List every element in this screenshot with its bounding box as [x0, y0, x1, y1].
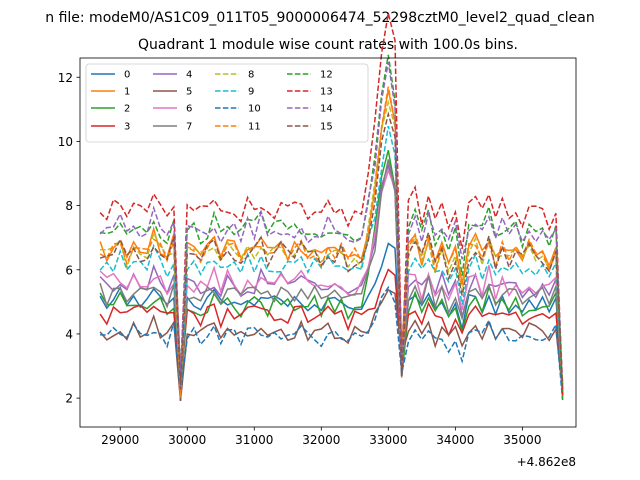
x-tick-label: 32000 [302, 433, 340, 447]
x-tick-label: 30000 [168, 433, 206, 447]
x-tick-label: 29000 [101, 433, 139, 447]
series-line-7 [99, 159, 564, 396]
series-line-9 [99, 125, 564, 399]
legend-box [85, 63, 369, 143]
series-line-13 [99, 13, 564, 395]
x-offset-label: +4.862e8 [517, 455, 576, 469]
legend-label-11: 11 [248, 122, 261, 133]
series-line-6 [99, 168, 564, 394]
x-tick-label: 33000 [369, 433, 407, 447]
legend-label-9: 9 [248, 87, 254, 98]
axes: 29000 30000 31000 32000 33000 34000 35000 2 4 6 8 1… [58, 57, 577, 447]
legend-label-13: 13 [320, 87, 333, 98]
x-tick-label: 34000 [436, 433, 474, 447]
series-line-4 [99, 162, 564, 397]
chart-title: Quadrant 1 module wise count rates with … [138, 37, 518, 53]
y-tick-label: 4 [65, 327, 73, 341]
series-line-14 [99, 62, 564, 385]
plot-area [99, 13, 564, 401]
legend-label-15: 15 [320, 122, 333, 133]
legend-label-3: 3 [124, 122, 130, 133]
y-tick-label: 8 [65, 199, 73, 213]
y-tick-label: 10 [58, 135, 73, 149]
series-line-15 [99, 111, 564, 390]
series-line-0 [99, 242, 564, 396]
axes-frame [79, 57, 577, 428]
legend-label-0: 0 [124, 70, 130, 81]
y-tick-label: 12 [58, 71, 73, 85]
series-lines [99, 13, 564, 401]
legend-label-8: 8 [248, 70, 254, 81]
legend-label-10: 10 [248, 104, 261, 115]
legend-label-7: 7 [186, 122, 192, 133]
legend-label-6: 6 [186, 104, 192, 115]
y-tick-label: 6 [65, 263, 73, 277]
x-tick-label: 35000 [503, 433, 541, 447]
legend-label-14: 14 [320, 104, 333, 115]
legend-label-4: 4 [186, 70, 192, 81]
legend-label-5: 5 [186, 87, 192, 98]
y-tick-label: 2 [65, 392, 73, 406]
legend-label-12: 12 [320, 70, 333, 81]
x-tick-label: 31000 [235, 433, 273, 447]
series-line-10 [100, 285, 564, 400]
series-line-3 [99, 268, 564, 383]
legend-label-2: 2 [124, 104, 130, 115]
legend-label-1: 1 [124, 87, 130, 98]
figure-suptitle: n file: modeM0/AS1C09_011T05_9000006474_… [45, 10, 594, 26]
